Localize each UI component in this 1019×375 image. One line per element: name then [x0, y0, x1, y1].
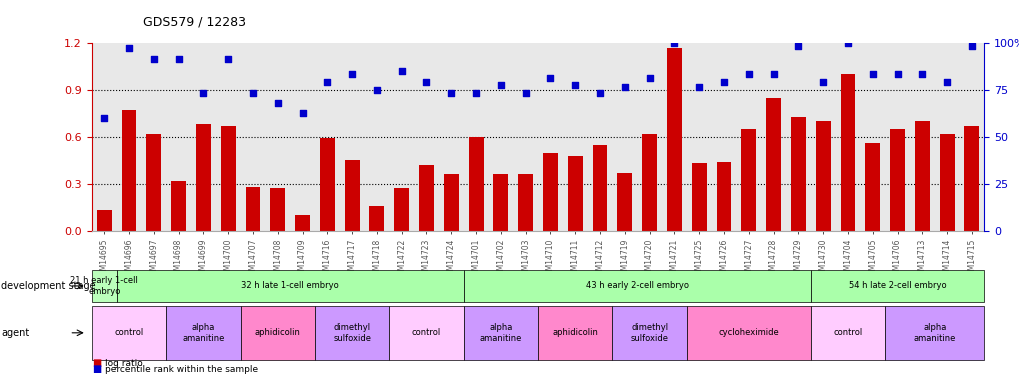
- Text: control: control: [412, 328, 440, 338]
- Bar: [270, 188, 285, 231]
- Text: 21 h early 1-cell
embryo: 21 h early 1-cell embryo: [70, 276, 138, 296]
- Bar: [568, 156, 582, 231]
- Point: [641, 75, 657, 81]
- Text: agent: agent: [1, 328, 30, 338]
- Bar: [171, 181, 185, 231]
- Bar: [320, 138, 334, 231]
- Point: [715, 79, 732, 85]
- Bar: [716, 162, 731, 231]
- Bar: [220, 126, 235, 231]
- Text: alpha
amanitine: alpha amanitine: [182, 323, 224, 342]
- Text: GDS579 / 12283: GDS579 / 12283: [143, 15, 246, 28]
- Bar: [914, 121, 929, 231]
- Text: aphidicolin: aphidicolin: [551, 328, 597, 338]
- Point: [690, 84, 706, 90]
- Text: development stage: development stage: [1, 281, 96, 291]
- Point: [195, 90, 211, 96]
- Point: [740, 71, 756, 77]
- Bar: [344, 160, 360, 231]
- Bar: [938, 134, 954, 231]
- Bar: [468, 137, 483, 231]
- Point: [343, 71, 360, 77]
- Text: aphidicolin: aphidicolin: [255, 328, 301, 338]
- Point: [616, 84, 633, 90]
- Bar: [493, 174, 507, 231]
- Point: [245, 90, 261, 96]
- Bar: [97, 210, 111, 231]
- Point: [591, 90, 607, 96]
- Bar: [864, 143, 879, 231]
- Text: alpha
amanitine: alpha amanitine: [913, 323, 955, 342]
- Bar: [815, 121, 829, 231]
- Bar: [616, 173, 632, 231]
- Text: log ratio: log ratio: [105, 359, 143, 368]
- Point: [468, 90, 484, 96]
- Text: ■: ■: [92, 364, 101, 374]
- Text: 43 h early 2-cell embryo: 43 h early 2-cell embryo: [585, 281, 688, 290]
- Bar: [840, 74, 855, 231]
- Text: percentile rank within the sample: percentile rank within the sample: [105, 365, 258, 374]
- Point: [418, 79, 434, 85]
- Point: [170, 56, 186, 62]
- Point: [764, 71, 781, 77]
- Bar: [443, 174, 459, 231]
- Bar: [294, 215, 310, 231]
- Point: [963, 43, 979, 49]
- Point: [146, 56, 162, 62]
- Bar: [246, 187, 260, 231]
- Point: [294, 110, 311, 116]
- Bar: [765, 98, 781, 231]
- Bar: [542, 153, 557, 231]
- Bar: [666, 48, 681, 231]
- Point: [517, 90, 533, 96]
- Point: [542, 75, 558, 81]
- Bar: [964, 126, 978, 231]
- Point: [120, 45, 137, 51]
- Point: [492, 82, 508, 88]
- Text: dimethyl
sulfoxide: dimethyl sulfoxide: [630, 323, 668, 342]
- Point: [938, 79, 955, 85]
- Bar: [691, 164, 706, 231]
- Point: [319, 79, 335, 85]
- Bar: [369, 206, 384, 231]
- Point: [889, 71, 905, 77]
- Text: control: control: [114, 328, 144, 338]
- Bar: [518, 174, 533, 231]
- Point: [665, 40, 682, 46]
- Text: alpha
amanitine: alpha amanitine: [479, 323, 522, 342]
- Text: cycloheximide: cycloheximide: [717, 328, 779, 338]
- Point: [864, 71, 880, 77]
- Point: [96, 115, 112, 121]
- Point: [790, 43, 806, 49]
- Bar: [394, 188, 409, 231]
- Point: [567, 82, 583, 88]
- Text: dimethyl
sulfoxide: dimethyl sulfoxide: [333, 323, 371, 342]
- Bar: [146, 134, 161, 231]
- Point: [393, 68, 410, 74]
- Bar: [741, 129, 755, 231]
- Point: [442, 90, 459, 96]
- Bar: [592, 145, 607, 231]
- Bar: [790, 117, 805, 231]
- Bar: [196, 124, 211, 231]
- Bar: [419, 165, 433, 231]
- Text: 32 h late 1-cell embryo: 32 h late 1-cell embryo: [242, 281, 338, 290]
- Point: [913, 71, 929, 77]
- Bar: [642, 134, 656, 231]
- Point: [220, 56, 236, 62]
- Text: ■: ■: [92, 358, 101, 368]
- Point: [839, 40, 855, 46]
- Point: [269, 99, 285, 105]
- Bar: [121, 110, 137, 231]
- Text: control: control: [833, 328, 862, 338]
- Point: [369, 87, 385, 93]
- Point: [814, 79, 830, 85]
- Bar: [890, 129, 904, 231]
- Text: 54 h late 2-cell embryo: 54 h late 2-cell embryo: [848, 281, 946, 290]
